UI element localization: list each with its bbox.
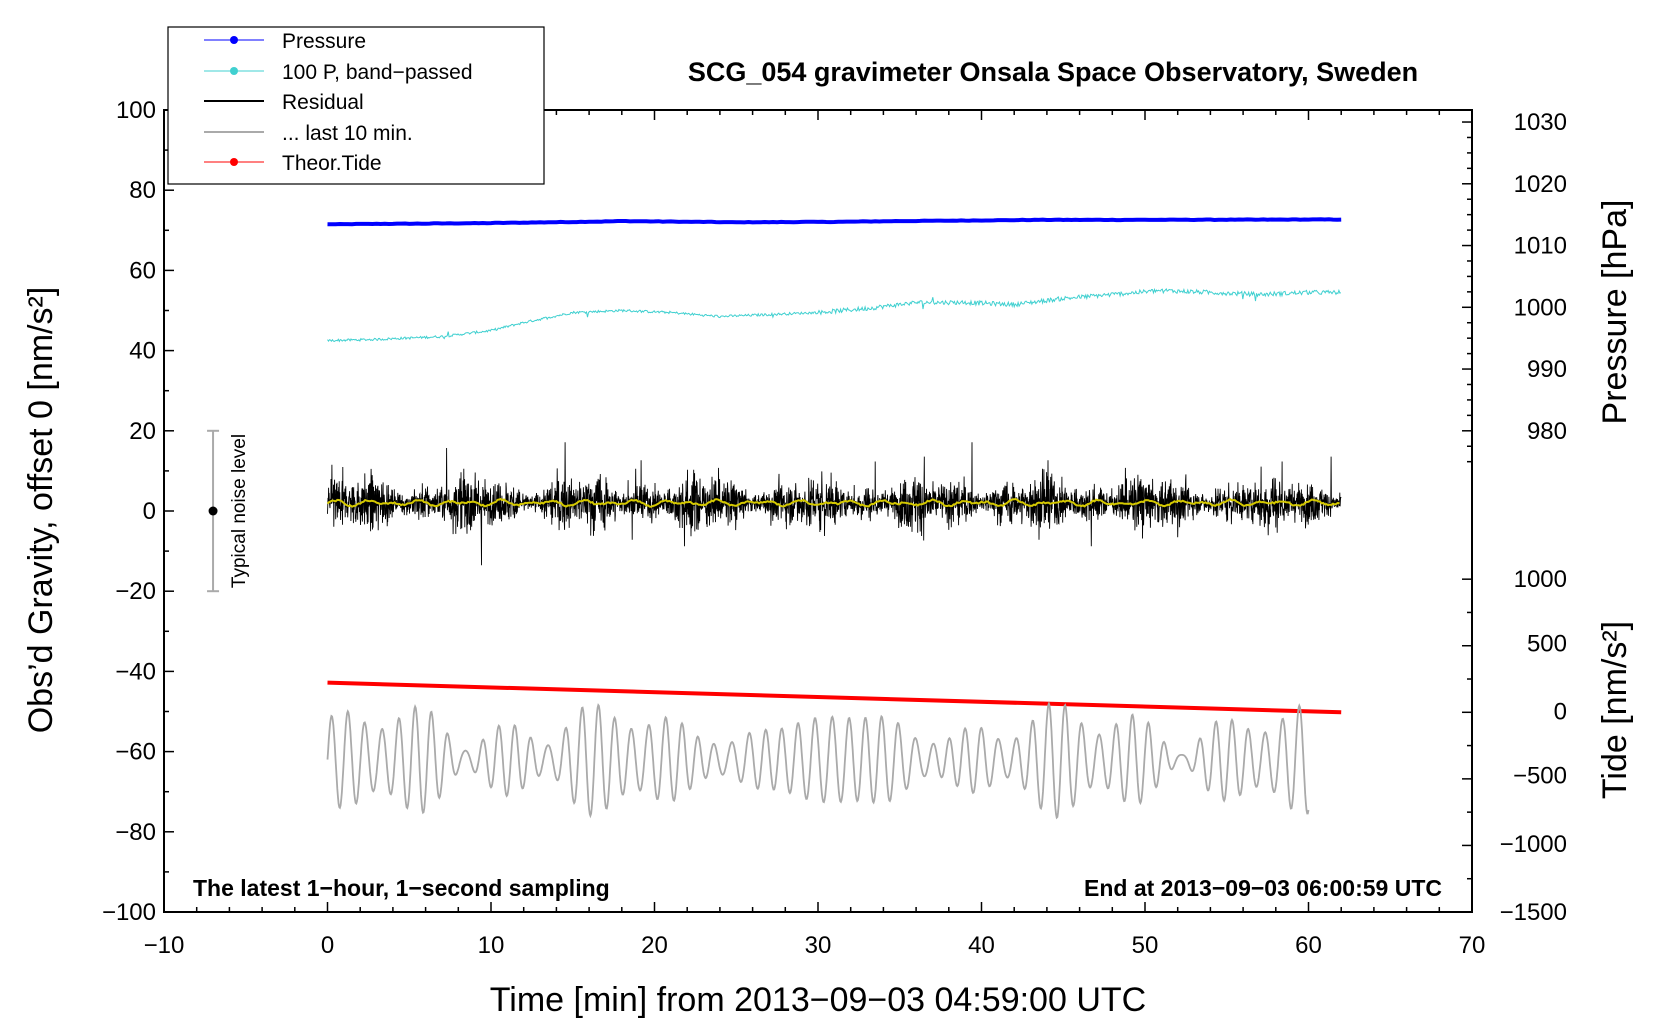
annotation-sampling: The latest 1−hour, 1−second sampling — [193, 875, 610, 901]
legend-label: Theor.Tide — [282, 152, 382, 175]
legend-label: 100 P, band−passed — [282, 61, 473, 84]
tide-tick-label: −500 — [1513, 763, 1567, 790]
noise-bar-center-dot — [208, 506, 218, 516]
pressure-tick-label: 1010 — [1514, 233, 1567, 260]
chart-title: SCG_054 gravimeter Onsala Space Observat… — [688, 57, 1418, 87]
x-tick-label: 60 — [1295, 932, 1322, 959]
tide-tick-label: −1000 — [1500, 831, 1567, 858]
legend-label: Pressure — [282, 30, 366, 53]
x-tick-label: 70 — [1459, 932, 1486, 959]
x-tick-label: 40 — [968, 932, 995, 959]
pressure-tick-label: 980 — [1527, 418, 1567, 445]
legend-label: ... last 10 min. — [282, 122, 413, 145]
noise-level-label: Typical noise level — [229, 434, 250, 588]
x-tick-label: 30 — [805, 932, 832, 959]
y-tick-label: 80 — [129, 177, 156, 204]
x-axis-title: Time [min] from 2013−09−03 04:59:00 UTC — [490, 981, 1146, 1019]
x-tick-label: −10 — [144, 932, 185, 959]
tide-tick-label: 500 — [1527, 630, 1567, 657]
x-tick-label: 50 — [1132, 932, 1159, 959]
y-tick-label: 20 — [129, 418, 156, 445]
legend-swatch-dot — [230, 158, 238, 166]
tide-tick-label: 0 — [1554, 699, 1567, 726]
right-axes — [1462, 121, 1472, 913]
pressure-tick-label: 1030 — [1514, 109, 1567, 136]
legend: Pressure 100 P, band−passed Residual ...… — [204, 30, 473, 175]
legend-swatch-dot — [230, 36, 238, 44]
x-tick-label: 10 — [478, 932, 505, 959]
bandpassed-pressure-series-line — [327, 287, 1342, 343]
y-tick-label: 40 — [129, 338, 156, 365]
tide-axis-tick-labels: −1500 −1000 −500 0 500 1000 — [1500, 566, 1567, 926]
x-tick-label: 0 — [321, 932, 334, 959]
pressure-series-line — [327, 217, 1342, 227]
x-axis — [163, 110, 1473, 912]
x-axis-tick-labels: −10 0 10 20 30 40 50 60 70 — [144, 932, 1486, 959]
annotation-end-time: End at 2013−09−03 06:00:59 UTC — [1084, 875, 1442, 901]
y-tick-label: −100 — [102, 899, 156, 926]
pressure-tick-label: 1020 — [1514, 171, 1567, 198]
y-axis-tick-labels: −100 −80 −60 −40 −20 0 20 40 60 80 100 — [102, 97, 156, 926]
y-tick-label: −80 — [115, 819, 156, 846]
y-tick-label: −20 — [115, 578, 156, 605]
legend-box — [167, 26, 545, 185]
y-tick-label: −60 — [115, 739, 156, 766]
y-tick-label: 100 — [116, 97, 156, 124]
series-layer — [326, 217, 1342, 820]
y-axis-title: Obs’d Gravity, offset 0 [nm/s²] — [22, 287, 60, 734]
tide-axis-title: Tide [nm/s²] — [1596, 621, 1634, 799]
pressure-tick-label: 1000 — [1514, 294, 1567, 321]
x-tick-label: 20 — [641, 932, 668, 959]
noise-level-indicator — [207, 429, 220, 593]
tide-tick-label: −1500 — [1500, 899, 1567, 926]
y-tick-label: 60 — [129, 257, 156, 284]
pressure-axis-title: Pressure [hPa] — [1596, 200, 1634, 425]
legend-swatch-dot — [230, 67, 238, 75]
legend-label: Residual — [282, 91, 364, 114]
y-tick-label: 0 — [143, 498, 156, 525]
residual-smoothed-series-line — [326, 497, 1340, 508]
pressure-tick-label: 990 — [1527, 356, 1567, 383]
pressure-axis-tick-labels: 980 990 1000 1010 1020 1030 — [1514, 109, 1567, 445]
last-10-min-series-line — [326, 700, 1310, 820]
tide-tick-label: 1000 — [1514, 566, 1567, 593]
y-tick-label: −40 — [115, 658, 156, 685]
tide-series-line — [327, 680, 1342, 715]
